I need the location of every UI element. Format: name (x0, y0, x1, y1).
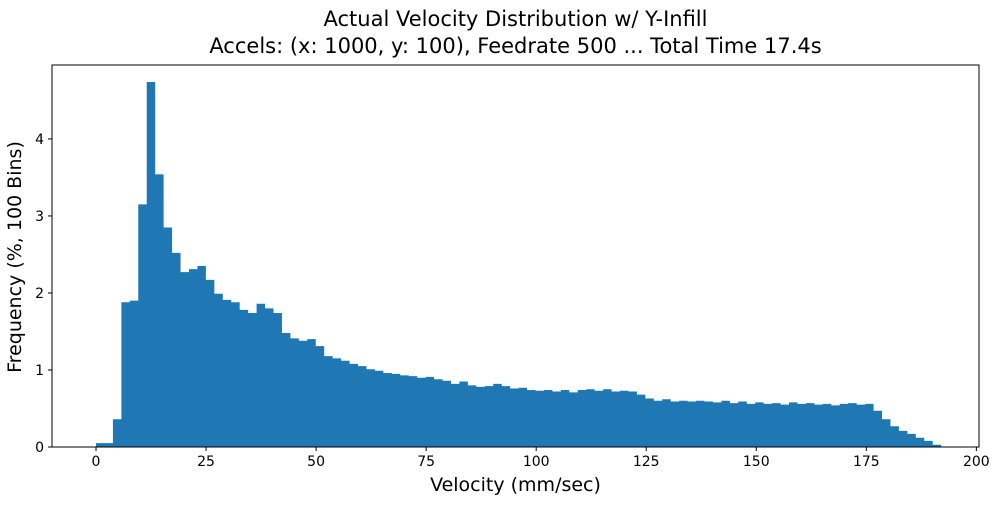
y-tick-label: 0 (35, 440, 44, 456)
x-tick-label: 150 (743, 454, 770, 470)
x-tick-label: 200 (963, 454, 990, 470)
x-axis-label: Velocity (mm/sec) (430, 474, 601, 496)
y-tick-label: 2 (35, 286, 44, 302)
x-tick-label: 125 (633, 454, 660, 470)
y-tick-label: 4 (35, 132, 44, 148)
y-axis-label: Frequency (%, 100 Bins) (4, 141, 26, 373)
histogram-bars (96, 81, 942, 447)
x-tick-label: 50 (307, 454, 325, 470)
chart-title: Actual Velocity Distribution w/ Y-Infill… (52, 6, 979, 60)
x-tick-label: 175 (853, 454, 880, 470)
x-tick-label: 75 (417, 454, 435, 470)
y-tick-label: 3 (35, 209, 44, 225)
x-tick-label: 0 (92, 454, 101, 470)
axes-spines (51, 64, 980, 448)
y-tick-label: 1 (35, 363, 44, 379)
chart-title-line1: Actual Velocity Distribution w/ Y-Infill (323, 7, 708, 31)
chart-title-line2: Accels: (x: 1000, y: 100), Feedrate 500 … (209, 34, 822, 58)
x-tick-label: 25 (197, 454, 215, 470)
x-tick-label: 100 (523, 454, 550, 470)
